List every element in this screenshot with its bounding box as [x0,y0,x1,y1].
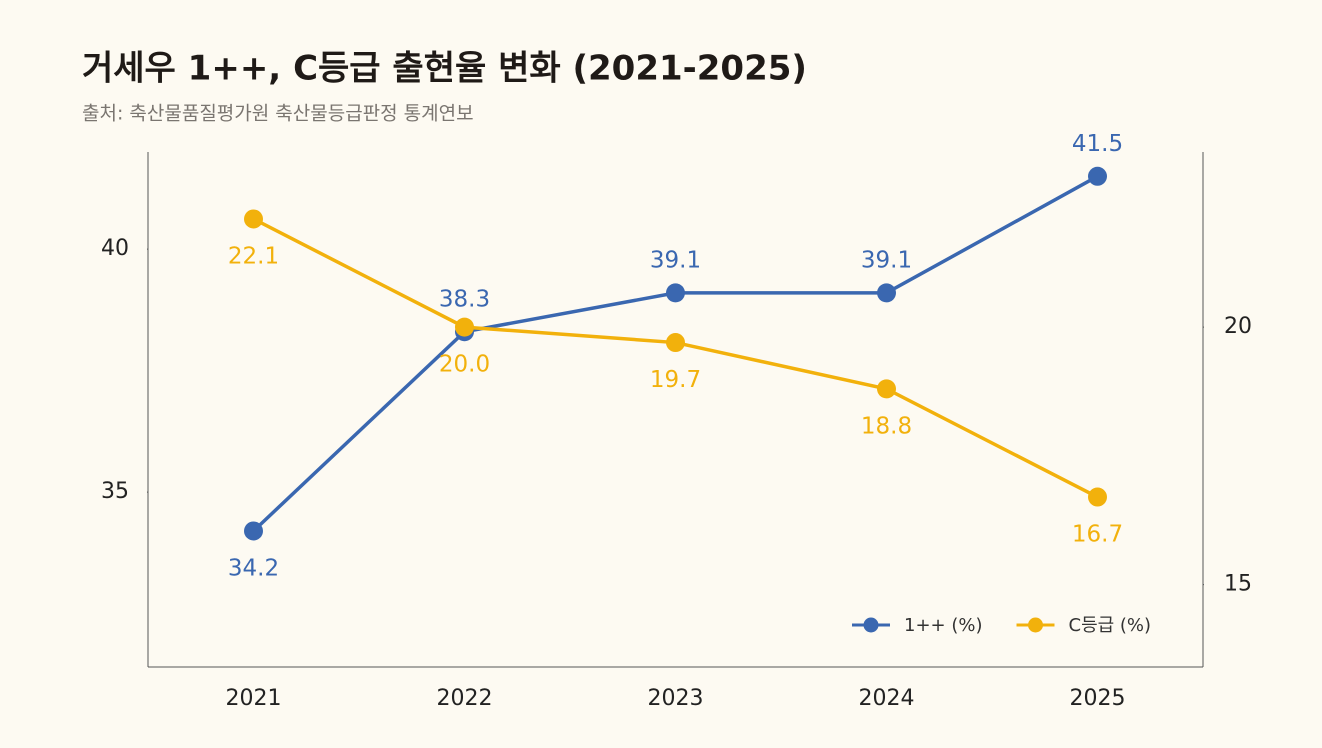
data-label: 39.1 [861,247,912,273]
legend-marker [1028,617,1043,633]
data-label: 18.8 [861,413,912,439]
data-label: 34.2 [228,555,279,581]
legend-label: 1++ (%) [904,615,983,636]
data-point [244,209,263,229]
data-label: 22.1 [228,243,279,269]
chart-subtitle: 출처: 축산물품질평가원 축산물등급판정 통계연보 [82,103,474,125]
y-tick-label: 40 [101,236,129,261]
chart-title: 거세우 1++, C등급 출현율 변화 (2021-2025) [82,49,807,89]
data-point [877,379,896,399]
x-tick-label: 2024 [859,686,915,711]
x-tick-label: 2021 [226,686,282,711]
x-tick-label: 2023 [648,686,704,711]
data-label: 19.7 [650,367,701,393]
data-point [666,283,685,303]
data-point [455,317,474,337]
data-point [1088,166,1107,186]
legend-label: C등급 (%) [1069,615,1152,636]
x-tick-label: 2022 [437,686,493,711]
data-label: 16.7 [1072,522,1123,548]
y2-tick-label: 20 [1224,314,1252,339]
data-point [244,521,263,541]
data-label: 39.1 [650,247,701,273]
y-tick-label: 35 [101,479,129,504]
data-point [1088,487,1107,507]
data-point [877,283,896,303]
x-tick-label: 2025 [1070,686,1126,711]
legend-marker [863,617,879,633]
data-label: 38.3 [439,286,490,312]
y2-tick-label: 15 [1224,572,1252,597]
data-point [666,333,685,353]
data-label: 20.0 [439,352,490,378]
data-label: 41.5 [1072,131,1123,157]
